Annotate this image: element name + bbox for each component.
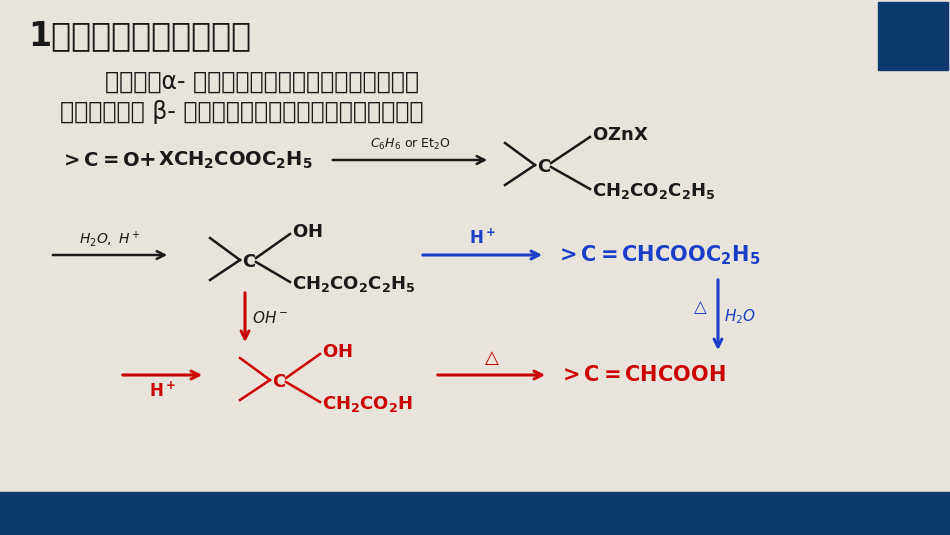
Text: $\mathbf{XCH_2COOC_2H_5}$: $\mathbf{XCH_2COOC_2H_5}$ (158, 149, 313, 171)
Text: $\mathbf{OZnX}$: $\mathbf{OZnX}$ (592, 126, 649, 144)
Text: $\mathbf{\triangle}$: $\mathbf{\triangle}$ (482, 349, 501, 367)
Text: $H_2O,\ H^+$: $H_2O,\ H^+$ (79, 229, 141, 249)
Text: 1、瑞弗马斯基反应定义: 1、瑞弗马斯基反应定义 (28, 19, 251, 52)
Text: 相作用，得到 β- 羟基酸酯的反应称为瑞佛马斯基反应。: 相作用，得到 β- 羟基酸酯的反应称为瑞佛马斯基反应。 (60, 100, 424, 124)
Text: $H_2O$: $H_2O$ (724, 308, 756, 326)
Text: $\mathbf{CH_2CO_2C_2H_5}$: $\mathbf{CH_2CO_2C_2H_5}$ (292, 274, 415, 294)
Text: $\mathbf{CH_2CO_2C_2H_5}$: $\mathbf{CH_2CO_2C_2H_5}$ (592, 181, 715, 201)
Text: $\mathbf{OH}$: $\mathbf{OH}$ (292, 223, 323, 241)
Text: $OH^-$: $OH^-$ (252, 310, 289, 325)
Bar (878, 2, 948, 70)
Text: $\mathbf{C}$: $\mathbf{C}$ (537, 158, 551, 176)
Text: $\mathbf{C}$: $\mathbf{C}$ (272, 373, 286, 391)
Bar (0, 492, 950, 535)
Text: $\mathbf{H^+}$: $\mathbf{H^+}$ (468, 228, 496, 248)
Text: $\mathbf{>C{=}O}$: $\mathbf{>C{=}O}$ (60, 150, 140, 170)
Text: $\mathbf{>C{=}CHCOOH}$: $\mathbf{>C{=}CHCOOH}$ (558, 365, 726, 385)
Text: $\mathbf{+}$: $\mathbf{+}$ (138, 150, 156, 170)
Text: $\mathbf{\triangle}$: $\mathbf{\triangle}$ (690, 298, 708, 316)
Text: $\mathbf{H^+}$: $\mathbf{H^+}$ (148, 381, 176, 401)
Text: $\mathbf{C}$: $\mathbf{C}$ (242, 253, 256, 271)
Text: 醛或酮、α- 溴（卤）代酸酯、锌在惰性溶剂中互: 醛或酮、α- 溴（卤）代酸酯、锌在惰性溶剂中互 (60, 70, 419, 94)
Text: $\mathbf{OH}$: $\mathbf{OH}$ (322, 343, 352, 361)
Text: $C_6H_6\ \rm{or}\ Et_2O$: $C_6H_6\ \rm{or}\ Et_2O$ (370, 136, 450, 151)
Text: $\mathbf{>C{=}CHCOOC_2H_5}$: $\mathbf{>C{=}CHCOOC_2H_5}$ (555, 243, 760, 267)
Text: $\mathbf{CH_2CO_2H}$: $\mathbf{CH_2CO_2H}$ (322, 394, 413, 414)
